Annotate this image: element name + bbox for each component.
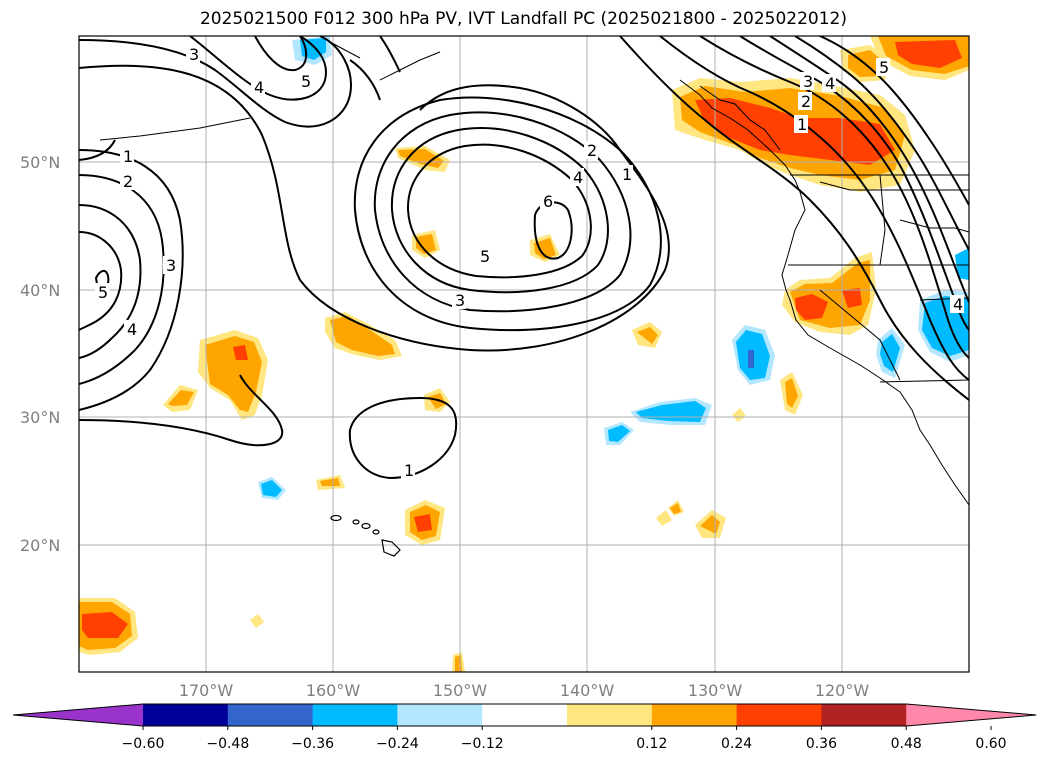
- colorbar-extend-low: [13, 704, 143, 726]
- colorbar: −0.60 −0.48 −0.36 −0.24 −0.12 0.12 0.24 0.36 0.4…: [12, 703, 1037, 752]
- contour-label-5: 5: [98, 283, 108, 302]
- lon-label-170w: 170°W: [179, 681, 234, 700]
- contour-label-6: 6: [543, 192, 553, 211]
- contour-label-1: 1: [123, 147, 133, 166]
- colorbar-segment: [736, 704, 822, 726]
- contour-label-3: 3: [166, 256, 176, 275]
- contour-label-1c: 1: [404, 461, 414, 480]
- contour-label-5b: 5: [480, 247, 490, 266]
- contour-label-5d: 5: [879, 58, 889, 77]
- contour-labels: 1 2 3 4 5 3 5 6 4 2 1 1 3 4: [95, 45, 964, 480]
- contour-label-1b: 1: [622, 165, 632, 184]
- contour-label-5c: 5: [301, 72, 311, 91]
- lon-label-140w: 140°W: [560, 681, 615, 700]
- colorbar-segment: [651, 704, 738, 726]
- colorbar-tick-label: 0.24: [721, 736, 752, 752]
- colorbar-extend-high: [906, 704, 1037, 726]
- colorbar-tick-label: −0.24: [376, 736, 419, 752]
- colorbar-segment: [143, 704, 229, 726]
- lon-label-160w: 160°W: [306, 681, 361, 700]
- lon-label-130w: 130°W: [688, 681, 743, 700]
- contour-label-4b: 4: [573, 168, 583, 187]
- contour-label-4c: 4: [254, 78, 264, 97]
- pv-contours: [79, 36, 969, 480]
- colorbar-tick-label: 0.48: [891, 736, 922, 752]
- colorbar-tick-label: −0.12: [461, 736, 504, 752]
- contour-label-3b: 3: [455, 291, 465, 310]
- lat-label-50n: 50°N: [20, 153, 60, 172]
- colorbar-segment: [821, 704, 907, 726]
- colorbar-tick-label: −0.36: [291, 736, 334, 752]
- longitude-labels: 170°W 160°W 150°W 140°W 130°W 120°W: [179, 681, 870, 700]
- colorbar-segment: [227, 704, 314, 726]
- lat-label-40n: 40°N: [20, 281, 60, 300]
- contour-label-2: 2: [123, 172, 133, 191]
- colorbar-tick-label: −0.48: [206, 736, 249, 752]
- contour-label-2b: 2: [587, 141, 597, 160]
- colorbar-tick-label: 0.36: [806, 736, 837, 752]
- contour-label-4: 4: [127, 320, 137, 339]
- lat-label-20n: 20°N: [20, 536, 60, 555]
- contour-label-1d: 1: [797, 115, 807, 134]
- colorbar-tick-label: 0.12: [636, 736, 667, 752]
- contour-label-4d: 4: [825, 74, 835, 93]
- colorbar-tick-label: 0.60: [975, 736, 1006, 752]
- map-title: 2025021500 F012 300 hPa PV, IVT Landfall…: [199, 9, 847, 29]
- lat-label-30n: 30°N: [20, 408, 60, 427]
- colorbar-segment: [567, 704, 653, 726]
- contour-label-4e: 4: [953, 295, 963, 314]
- latitude-labels: 50°N 40°N 30°N 20°N: [20, 153, 60, 555]
- coastlines: [99, 41, 969, 506]
- colorbar-tick-label: −0.60: [122, 736, 165, 752]
- contour-label-3c: 3: [189, 45, 199, 64]
- lon-label-150w: 150°W: [433, 681, 488, 700]
- colorbar-segment: [482, 704, 568, 726]
- map-frame: [78, 35, 970, 673]
- lon-label-120w: 120°W: [815, 681, 870, 700]
- colorbar-segment: [397, 704, 483, 726]
- hawaiian-islands: [330, 514, 401, 557]
- contour-label-3d: 3: [803, 72, 813, 91]
- contour-label-2d: 2: [801, 92, 811, 111]
- colorbar-segment: [312, 704, 398, 726]
